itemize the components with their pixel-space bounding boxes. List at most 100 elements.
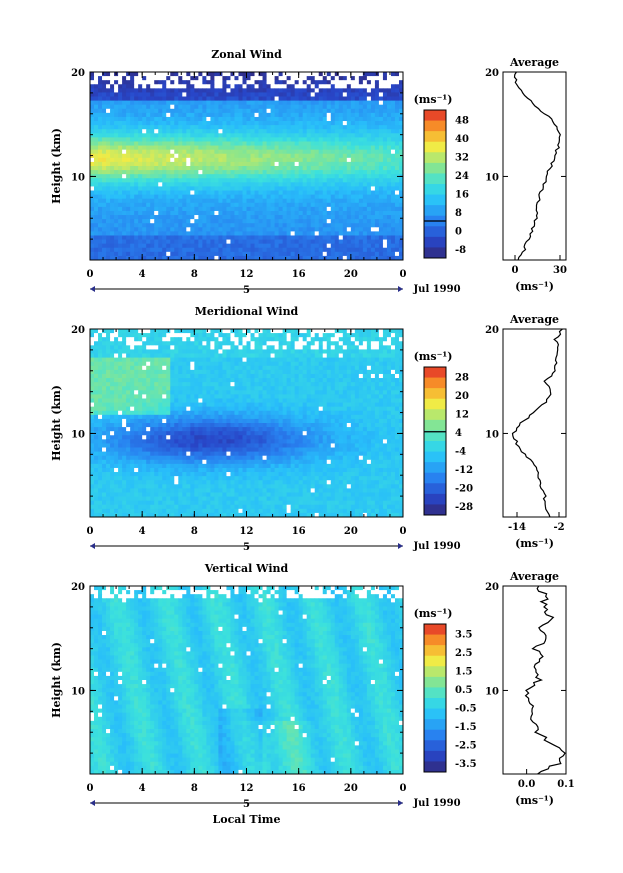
heatmap-cell	[374, 341, 380, 346]
heatmap-cell	[350, 215, 356, 220]
heatmap-cell	[330, 96, 336, 102]
heatmap-cell	[290, 333, 296, 338]
heatmap-cell	[330, 353, 336, 359]
heatmap-cell	[394, 329, 400, 334]
heatmap-cell	[106, 149, 111, 155]
heatmap-cell	[334, 84, 340, 89]
heatmap-cell	[134, 382, 139, 387]
heatmap-cell	[350, 153, 356, 159]
heatmap-cell	[118, 329, 123, 334]
heatmap-cell	[250, 112, 255, 118]
heatmap-cell	[118, 333, 123, 338]
heatmap-cell	[334, 337, 340, 342]
heatmap-cell	[382, 206, 388, 212]
heatmap-cell	[334, 386, 340, 391]
heatmap-cell	[222, 141, 227, 146]
heatmap-cell	[250, 206, 255, 212]
heatmap-cell	[254, 174, 259, 179]
heatmap-cell	[174, 243, 179, 249]
heatmap-cell	[162, 382, 167, 387]
heatmap-cell	[166, 194, 171, 200]
heatmap-cell	[374, 219, 380, 224]
heatmap-cell	[182, 186, 187, 191]
heatmap-cell	[246, 76, 251, 81]
heatmap-cell	[290, 210, 296, 216]
heatmap-cell	[374, 76, 380, 81]
heatmap-cell	[198, 80, 203, 85]
heatmap-cell	[394, 215, 400, 220]
heatmap-cell	[290, 170, 296, 175]
heatmap-cell	[166, 96, 171, 102]
heatmap-cell	[214, 80, 219, 85]
heatmap-cell	[126, 145, 131, 151]
heatmap-cell	[214, 251, 219, 257]
heatmap-cell	[238, 227, 243, 232]
heatmap-cell	[342, 373, 348, 379]
heatmap-cell	[338, 390, 344, 395]
heatmap-cell	[362, 349, 368, 354]
heatmap-cell	[214, 100, 219, 106]
heatmap-cell	[142, 198, 147, 204]
heatmap-cell	[298, 345, 304, 350]
heatmap-cell	[194, 345, 199, 350]
heatmap-cell	[210, 235, 215, 240]
heatmap-cell	[202, 161, 207, 167]
heatmap-cell	[386, 219, 392, 224]
heatmap-cell	[166, 247, 171, 253]
heatmap-cell	[118, 174, 123, 179]
heatmap-cell	[174, 174, 179, 179]
heatmap-cell	[122, 178, 127, 183]
heatmap-cell	[146, 386, 151, 391]
heatmap-cell	[346, 88, 352, 93]
heatmap-cell	[326, 72, 332, 77]
heatmap-cell	[238, 223, 243, 228]
heatmap-cell	[106, 166, 111, 171]
heatmap-cell	[134, 182, 139, 187]
heatmap-cell	[250, 88, 255, 93]
heatmap-cell	[338, 365, 344, 371]
heatmap-cell	[174, 390, 179, 395]
heatmap-cell	[394, 378, 400, 383]
heatmap-cell	[342, 349, 348, 354]
heatmap-cell	[350, 80, 356, 85]
heatmap-cell	[178, 329, 183, 334]
heatmap-cell	[126, 133, 131, 138]
heatmap-cell	[378, 182, 384, 187]
heatmap-cell	[306, 357, 312, 363]
heatmap-cell	[254, 190, 259, 196]
heatmap-cell	[394, 137, 400, 142]
heatmap-cell	[150, 378, 155, 383]
heatmap-cell	[126, 345, 131, 350]
heatmap-cell	[186, 231, 191, 236]
heatmap-cell	[162, 202, 167, 208]
heatmap-cell	[262, 390, 267, 395]
heatmap-cell	[246, 251, 251, 257]
heatmap-cell	[210, 219, 215, 224]
heatmap-cell	[254, 121, 259, 126]
heatmap-cell	[102, 157, 107, 163]
heatmap-cell	[194, 198, 199, 204]
heatmap-cell	[334, 92, 340, 97]
heatmap-cell	[338, 345, 344, 350]
heatmap-cell	[154, 373, 159, 379]
heatmap-cell	[354, 227, 360, 232]
heatmap-cell	[214, 369, 219, 375]
heatmap-cell	[226, 349, 231, 354]
heatmap-cell	[206, 182, 211, 187]
heatmap-cell	[94, 92, 99, 97]
heatmap-cell	[306, 223, 312, 228]
heatmap-cell	[106, 329, 111, 334]
heatmap-cell	[378, 194, 384, 200]
heatmap-cell	[166, 153, 171, 159]
heatmap-cell	[390, 202, 396, 208]
heatmap-cell	[334, 215, 340, 220]
heatmap-cell	[282, 108, 288, 114]
heatmap-cell	[258, 239, 263, 245]
heatmap-cell	[158, 378, 163, 383]
heatmap-cell	[274, 112, 279, 118]
heatmap-cell	[162, 96, 167, 102]
heatmap-cell	[318, 353, 324, 359]
heatmap-cell	[310, 100, 316, 106]
heatmap-cell	[270, 243, 275, 249]
heatmap-cell	[370, 178, 376, 183]
